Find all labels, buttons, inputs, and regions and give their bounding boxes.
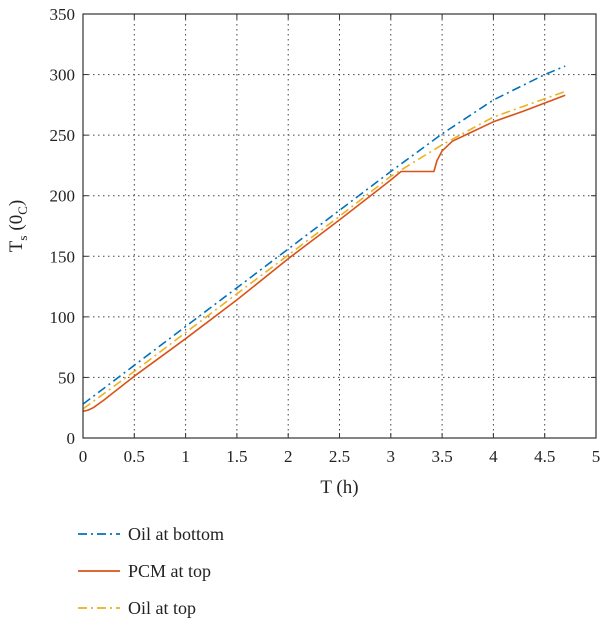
y-axis-title-paren-sub: C <box>15 206 30 215</box>
series-line-pcm-at-top <box>83 95 565 411</box>
x-tick-label: 3 <box>387 447 396 466</box>
x-axis-title: T (h) <box>320 477 358 498</box>
y-axis-title-sub: s <box>15 236 30 241</box>
x-tick-label: 3.5 <box>431 447 452 466</box>
y-tick-label: 50 <box>58 368 75 387</box>
y-axis-title-main: T <box>6 240 27 252</box>
y-tick-label: 300 <box>50 66 76 85</box>
grid <box>83 14 596 438</box>
x-tick-label: 2 <box>284 447 293 466</box>
x-tick-label: 2.5 <box>329 447 350 466</box>
x-tick-label: 0.5 <box>124 447 145 466</box>
y-tick-label: 350 <box>50 5 76 24</box>
y-tick-label: 250 <box>50 126 76 145</box>
x-tick-label: 1.5 <box>226 447 247 466</box>
y-tick-label: 150 <box>50 247 76 266</box>
x-tick-label: 5 <box>592 447 600 466</box>
y-axis-title-paren: (0 <box>6 215 27 231</box>
y-axis-title-close: ) <box>6 200 27 206</box>
legend-label: Oil at bottom <box>128 524 224 544</box>
y-tick-label: 200 <box>50 187 76 206</box>
x-tick-label: 4.5 <box>534 447 555 466</box>
y-tick-label: 100 <box>50 308 76 327</box>
series-line-oil-at-bottom <box>83 66 565 404</box>
x-tick-label: 4 <box>489 447 498 466</box>
legend: Oil at bottom PCM at top Oil at top <box>78 524 224 618</box>
series-lines <box>83 66 565 411</box>
y-tick-label: 0 <box>67 429 76 448</box>
x-tick-label: 0 <box>79 447 88 466</box>
y-axis-title: Ts (0C) <box>6 200 30 253</box>
legend-label: Oil at top <box>128 598 196 618</box>
legend-label: PCM at top <box>128 561 211 581</box>
x-tick-label: 1 <box>181 447 190 466</box>
